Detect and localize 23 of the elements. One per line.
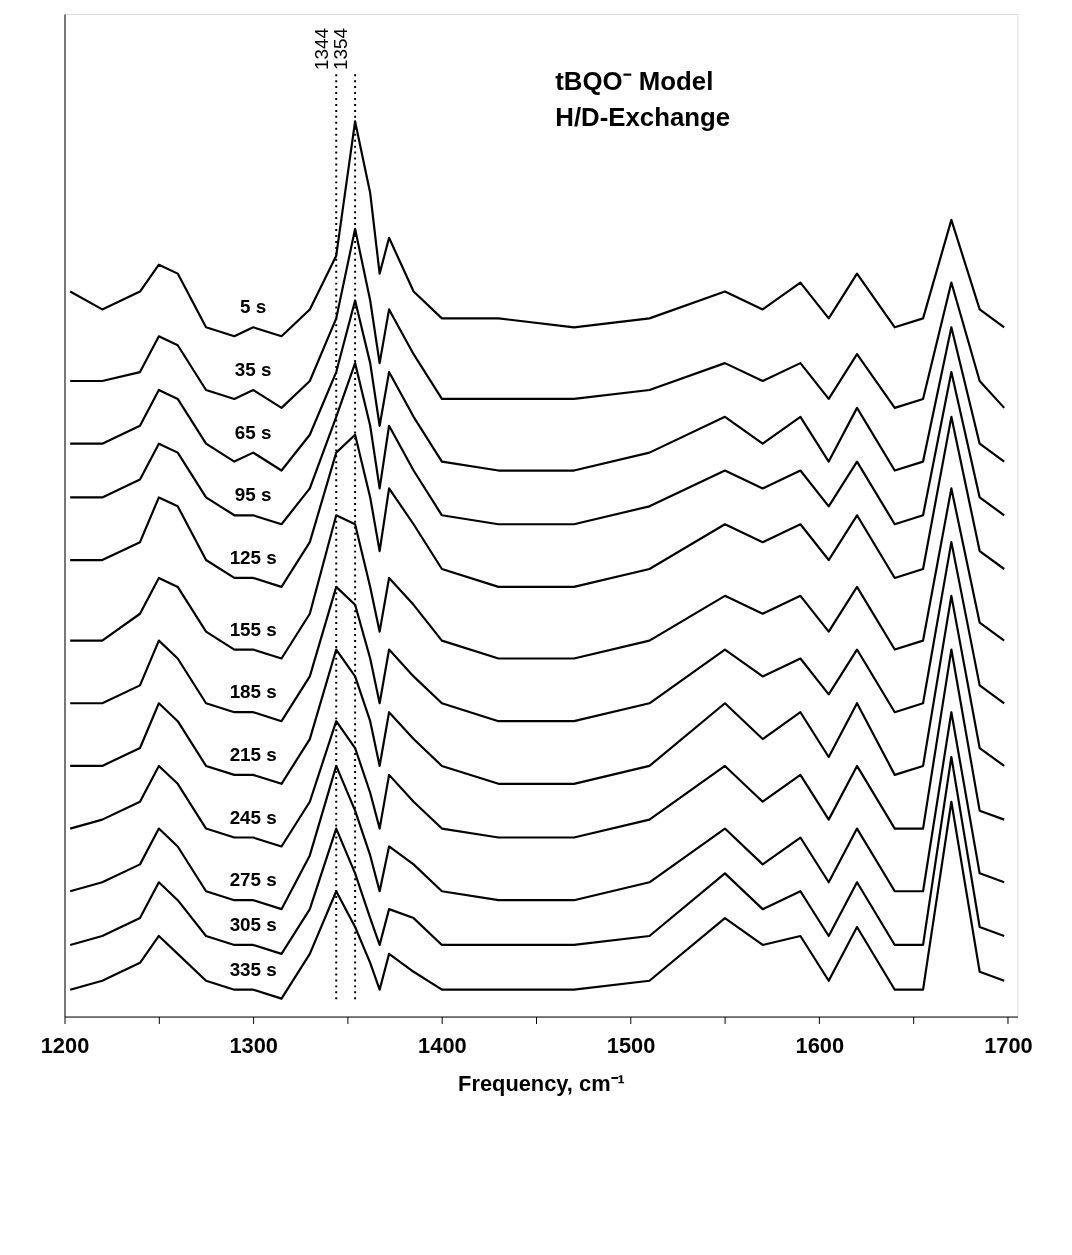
series-label: 275 s [229, 869, 277, 891]
x-tick-label: 1400 [418, 1032, 467, 1058]
x-tick-label: 1700 [984, 1032, 1033, 1058]
ref-line-label: 1354 [330, 28, 352, 70]
series-label: 35 s [234, 359, 272, 381]
annotation: H/D-Exchange [555, 102, 731, 131]
series-label: 95 s [234, 484, 272, 506]
series-label: 5 s [240, 296, 267, 318]
series-label: 245 s [229, 806, 277, 828]
x-tick-label: 1200 [40, 1032, 90, 1058]
series-label: 215 s [229, 743, 277, 765]
series-label: 305 s [229, 914, 277, 936]
x-tick-label: 1300 [229, 1032, 278, 1058]
series-label: 335 s [229, 958, 277, 980]
series-label: 185 s [229, 681, 277, 703]
text: tBQO⁻ Model [555, 67, 714, 96]
ref-line-label: 1344 [311, 28, 333, 70]
series-label: 125 s [229, 547, 277, 569]
series-label: 65 s [234, 421, 272, 443]
x-tick-label: 1500 [606, 1032, 656, 1058]
x-tick-label: 1600 [795, 1032, 845, 1058]
x-axis-title: Frequency, cm⁻¹ [458, 1071, 625, 1097]
series-label: 155 s [229, 618, 277, 640]
